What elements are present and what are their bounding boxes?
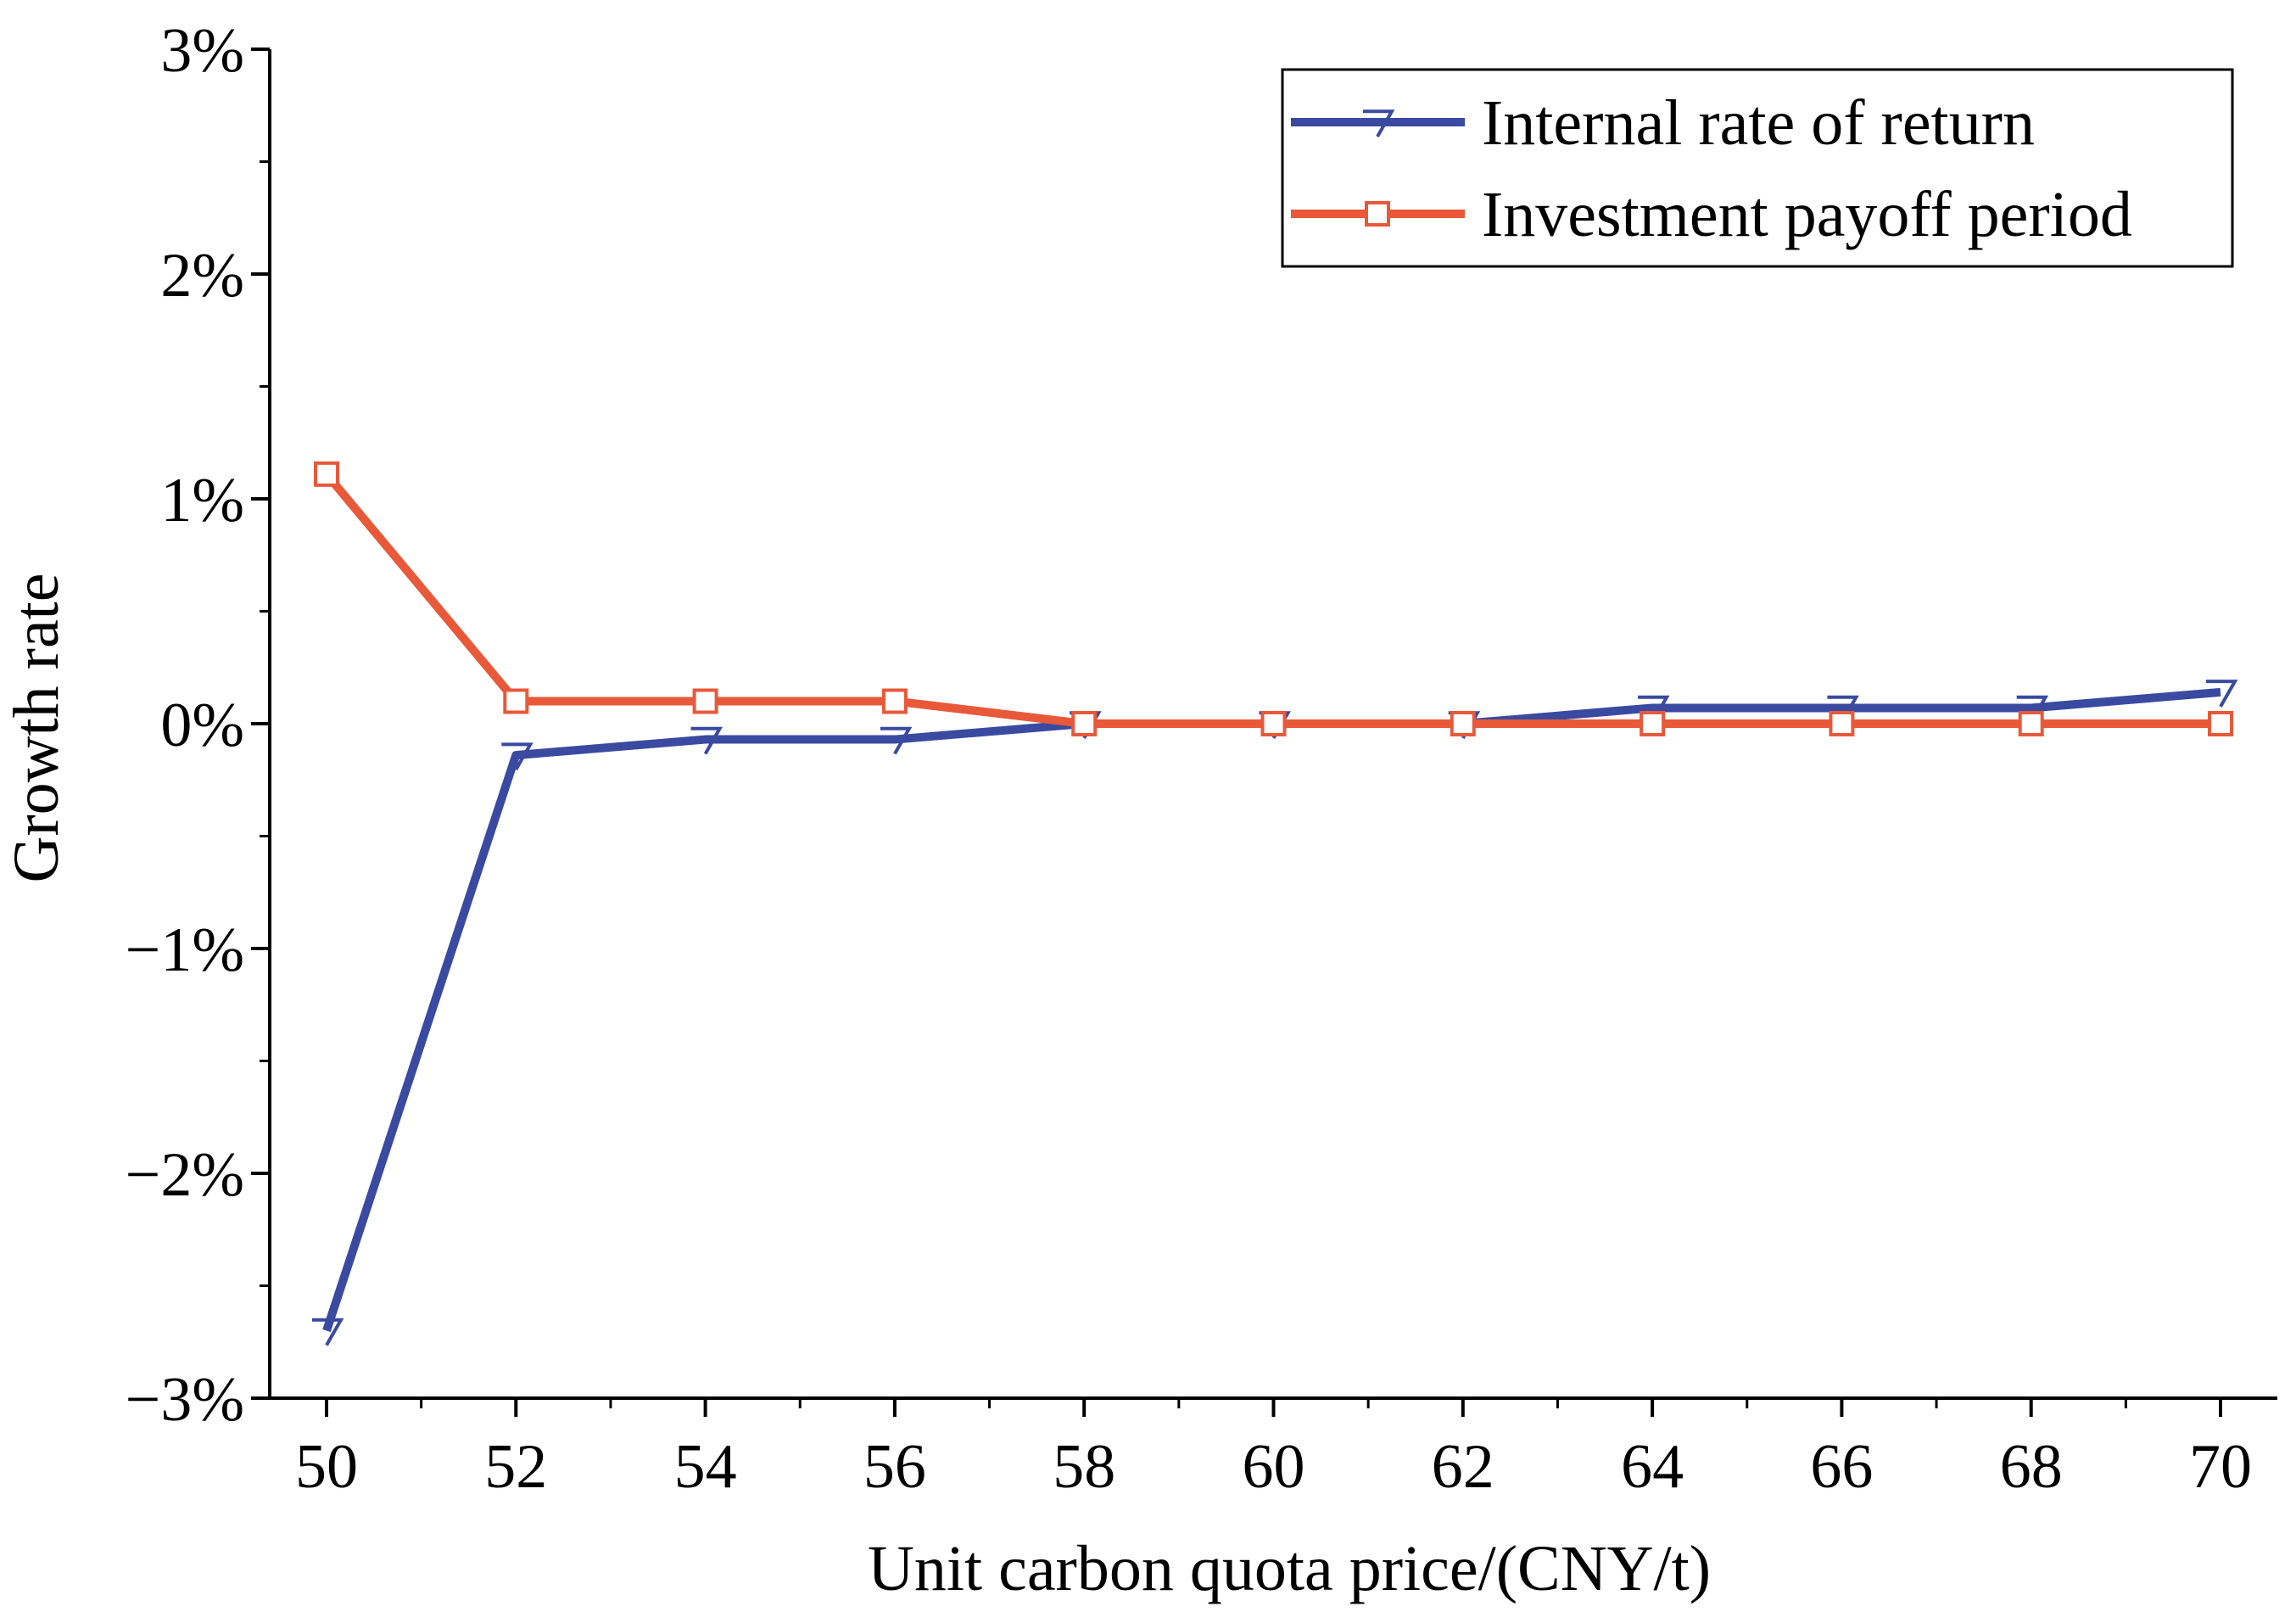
- data-point-payoff: [2208, 711, 2234, 736]
- y-tick-label: −3%: [126, 1365, 244, 1435]
- y-tick-label: 0%: [160, 691, 244, 760]
- x-tick-label: 64: [1621, 1432, 1684, 1502]
- data-point-payoff: [1450, 711, 1476, 736]
- data-point-payoff: [503, 688, 529, 714]
- x-tick-label: 60: [1243, 1432, 1305, 1502]
- y-tick-label: 3%: [160, 16, 244, 86]
- x-tick-label: 50: [295, 1432, 358, 1502]
- data-point-payoff: [313, 461, 339, 487]
- x-tick-label: 52: [484, 1432, 547, 1502]
- legend-label-irr: Internal rate of return: [1482, 87, 2035, 159]
- data-point-payoff: [692, 688, 718, 714]
- x-tick-label: 68: [2000, 1432, 2063, 1502]
- legend-swatch-marker-irr: [1363, 109, 1395, 137]
- legend-swatch-marker-payoff: [1365, 201, 1390, 227]
- series-layer: [311, 461, 2238, 1346]
- data-point-payoff: [1260, 711, 1287, 736]
- data-point-payoff: [881, 688, 908, 714]
- x-tick-label: 58: [1053, 1432, 1115, 1502]
- legend-label-payoff: Investment payoff period: [1482, 179, 2132, 250]
- data-point-payoff: [1071, 711, 1098, 736]
- axis-ticks: −3% −2% −1% 0% 1% 2% 3% 50 52 54 56 58 60 62 64 66 68 70: [126, 16, 2252, 1502]
- x-tick-label: 66: [1810, 1432, 1873, 1502]
- data-point-irr: [690, 726, 723, 755]
- y-tick-label: 2%: [160, 241, 244, 311]
- x-tick-label: 70: [2189, 1432, 2252, 1502]
- axes: [268, 49, 2277, 1400]
- data-point-payoff: [2018, 711, 2044, 736]
- x-tick-label: 62: [1432, 1432, 1494, 1502]
- y-tick-label: −1%: [126, 915, 244, 985]
- data-point-payoff: [1829, 711, 1855, 736]
- y-tick-label: −2%: [126, 1140, 244, 1210]
- legend: Internal rate of return Investment payoff…: [1281, 68, 2234, 268]
- x-tick-label: 54: [674, 1432, 737, 1502]
- y-tick-label: 1%: [160, 466, 244, 535]
- x-tick-label: 56: [863, 1432, 926, 1502]
- data-point-irr: [311, 1318, 344, 1346]
- legend-box: [1281, 68, 2234, 268]
- data-point-payoff: [1640, 711, 1666, 736]
- series-line-irr: [322, 687, 2221, 1333]
- y-axis-title: Growth rate: [1, 573, 72, 882]
- data-point-irr: [2206, 680, 2238, 708]
- series-line-payoff: [323, 471, 2221, 728]
- data-point-irr: [880, 726, 913, 755]
- x-axis-title: Unit carbon quota price/(CNY/t): [868, 1533, 1711, 1604]
- data-point-irr: [501, 742, 533, 771]
